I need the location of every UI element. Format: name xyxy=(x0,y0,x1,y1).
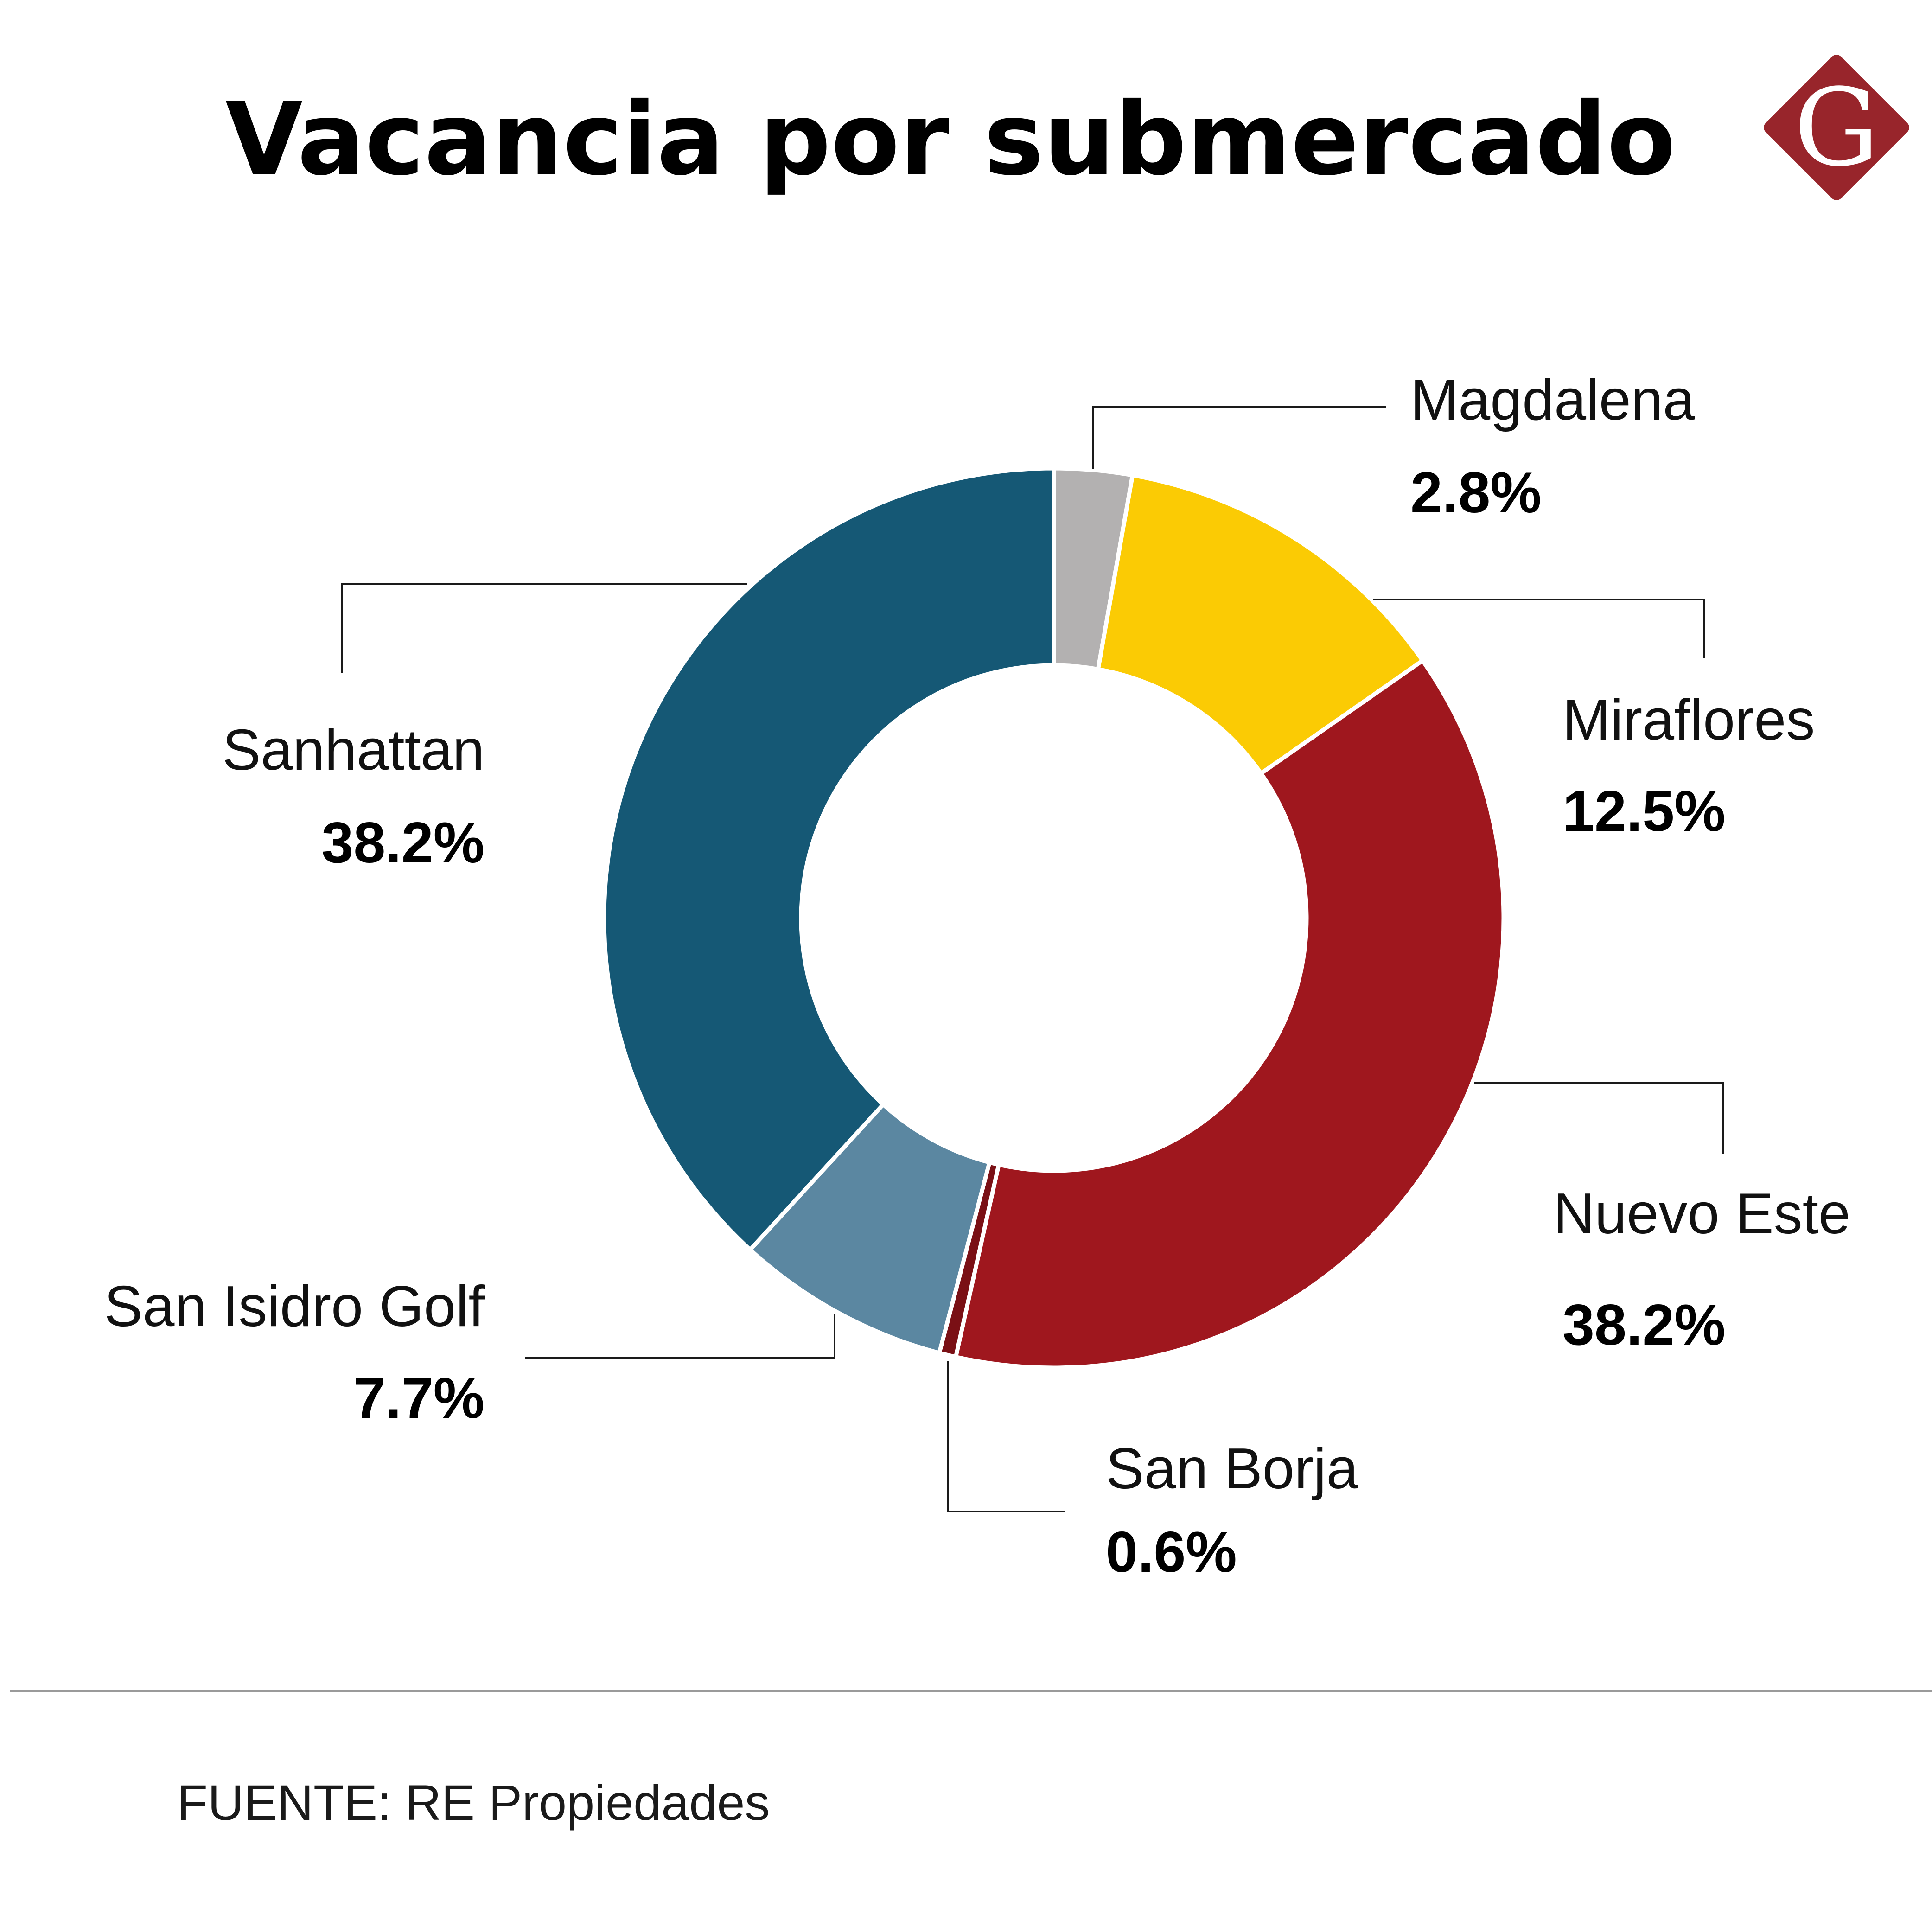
slice-value-san-isidro-golf: 7.7% xyxy=(353,1366,485,1430)
slice-value-magdalena: 2.8% xyxy=(1410,461,1542,525)
slice-label-san-borja: San Borja xyxy=(1106,1437,1358,1501)
donut-slices xyxy=(602,466,1506,1370)
leader-lines xyxy=(341,406,1724,1512)
slice-value-san-borja: 0.6% xyxy=(1106,1520,1237,1584)
slice-value-miraflores: 12.5% xyxy=(1562,779,1726,843)
donut-slice-sanhattan xyxy=(602,466,1056,1253)
donut-slice-miraflores xyxy=(1096,472,1426,777)
logo-icon: G xyxy=(1764,55,1909,200)
slice-label-sanhattan: Sanhattan xyxy=(223,718,485,782)
slice-labels: Magdalena 2.8% Miraflores 12.5% Nuevo Es… xyxy=(104,368,1850,1584)
slice-value-sanhattan: 38.2% xyxy=(321,811,485,875)
slice-label-magdalena: Magdalena xyxy=(1410,368,1695,432)
logo-letter: G xyxy=(1794,66,1879,190)
slice-label-san-isidro-golf: San Isidro Golf xyxy=(104,1275,485,1339)
donut-slice-nuevo-este xyxy=(953,657,1506,1370)
slice-label-nuevo-este: Nuevo Este xyxy=(1553,1182,1850,1246)
source-note: FUENTE: RE Propiedades xyxy=(177,1774,770,1831)
slice-value-nuevo-este: 38.2% xyxy=(1562,1293,1726,1357)
leader-line-sanhattan xyxy=(341,583,747,673)
leader-line-nuevo-este xyxy=(1474,1082,1724,1154)
leader-line-san-isidro-golf xyxy=(525,1314,835,1359)
slice-label-miraflores: Miraflores xyxy=(1562,688,1815,752)
chart-title: Vacancia por submercado xyxy=(225,81,1676,198)
leader-line-magdalena xyxy=(1092,406,1386,469)
donut-slice-san-isidro-golf xyxy=(747,1101,992,1356)
leader-line-san-borja xyxy=(947,1361,1065,1512)
leader-line-miraflores xyxy=(1373,599,1705,658)
